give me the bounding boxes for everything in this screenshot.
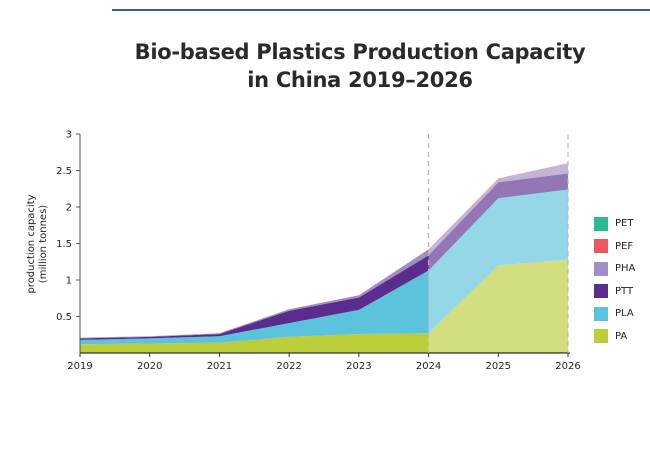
y-tick-label: 2 [66,203,72,214]
legend-swatch [594,261,608,276]
chart-title-line1: Bio-based Plastics Production Capacity [134,40,586,64]
legend-item-pef: PEF [594,237,635,256]
x-tick-label: 2019 [67,361,92,372]
legend-swatch [594,284,608,298]
y-tick-label: 3 [66,130,72,141]
legend: PET PEF PHA PTT PLA PA [594,214,635,349]
area-pha [80,163,568,339]
legend-label: PA [615,330,628,342]
legend-item-pet: PET [594,214,635,233]
legend-label: PHA [615,263,636,274]
legend-item-pha: PHA [594,259,635,278]
legend-label: PTT [615,285,634,297]
x-tick-label: 2024 [416,361,441,372]
y-tick-label: 1 [66,276,72,287]
y-axis-title-line1: production capacity [26,194,37,293]
legend-item-pa: PA [594,327,635,346]
y-tick-label: 2.5 [56,166,72,177]
legend-swatch [594,216,608,231]
y-axis-title-line2: (million tonnes) [38,205,49,283]
legend-swatch [594,329,608,343]
y-tick-label: 0.5 [56,312,72,323]
y-tick-label: 1.5 [56,239,72,250]
axis-labels: 0.5 1 1.5 2 2.5 3 2019 2020 2021 2022 2023 2024 2025… [26,130,581,373]
x-tick-label: 2025 [486,361,511,372]
series-areas [80,163,568,353]
legend-item-pla: PLA [594,304,635,323]
legend-label: PET [615,218,634,229]
forecast-overlay [427,132,569,353]
legend-swatch [594,306,608,321]
forecast-region [428,132,569,352]
chart-title: Bio-based Plastics Production Capacity i… [0,38,650,94]
x-tick-label: 2026 [555,361,580,372]
x-tick-label: 2022 [276,361,301,372]
area-pa [80,259,568,353]
legend-item-ptt: PTT [594,282,635,301]
x-tick-label: 2023 [346,361,371,372]
y-axis-title: production capacity(million tonnes) [26,194,49,293]
x-tick-label: 2021 [207,361,232,372]
area-pla [80,189,568,345]
legend-label: PEF [615,240,634,252]
area-ptt [80,173,568,340]
x-tick-label: 2020 [137,361,162,372]
chart-title-line2: in China 2019–2026 [247,68,473,92]
top-rule [112,9,650,11]
legend-label: PLA [615,308,634,319]
axes [76,133,570,357]
legend-swatch [594,239,608,253]
